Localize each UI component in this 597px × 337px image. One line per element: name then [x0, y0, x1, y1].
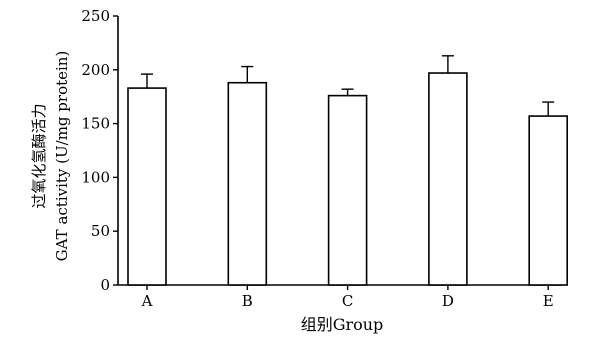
x-tick-label-A: A — [141, 292, 153, 310]
bar-D — [428, 72, 468, 286]
y-tick-label: 150 — [81, 115, 110, 133]
bar-A — [127, 87, 167, 286]
x-tick-label-C: C — [342, 292, 353, 310]
y-axis-title-line2: GAT activity (U/mg protein) — [53, 51, 71, 262]
y-tick-label: 200 — [81, 61, 110, 79]
y-axis-title-line1: 过氧化氢酶活力 — [30, 103, 48, 208]
x-tick-label-E: E — [543, 292, 554, 310]
bar-E — [528, 115, 569, 286]
x-tick-label-B: B — [242, 292, 253, 310]
bar-B — [227, 81, 268, 286]
y-tick-label: 250 — [81, 7, 110, 25]
y-tick-label: 0 — [100, 276, 110, 294]
plot-area: 0 50 100 150 200 250 A B C D E — [81, 7, 569, 310]
x-tick-label-D: D — [442, 292, 454, 310]
bar-C — [327, 94, 368, 286]
x-axis-title: 组别Group — [301, 315, 384, 334]
y-tick-label: 100 — [81, 168, 110, 186]
y-tick-label: 50 — [91, 222, 110, 240]
